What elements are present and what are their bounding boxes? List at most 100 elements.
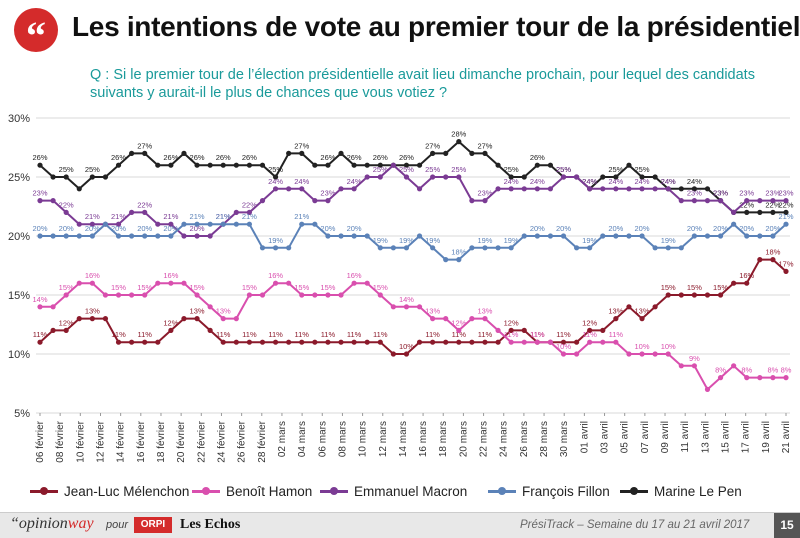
data-point (181, 280, 187, 286)
data-point (338, 150, 344, 156)
data-label: 21% (163, 212, 178, 221)
data-point (207, 304, 213, 310)
data-label: 22% (59, 200, 74, 209)
footer-pour: pour (106, 519, 129, 531)
data-point (102, 316, 109, 322)
data-point (652, 186, 658, 192)
data-point (560, 351, 567, 357)
data-point (717, 198, 724, 204)
data-label: 11% (373, 330, 388, 339)
data-point (338, 292, 344, 298)
data-point (115, 339, 122, 345)
data-point (652, 245, 658, 251)
lesechos-logo: Les Echos (180, 517, 241, 532)
data-point (194, 292, 200, 298)
data-point (312, 292, 318, 298)
data-label: 19% (477, 236, 492, 245)
data-point (325, 339, 331, 345)
data-label: 12% (163, 318, 178, 327)
data-point (678, 245, 684, 251)
data-point (207, 327, 213, 333)
data-label: 11% (268, 330, 283, 339)
data-point (534, 233, 540, 239)
data-point (259, 339, 266, 345)
data-label: 15% (294, 283, 309, 292)
data-label: 20% (687, 224, 702, 233)
data-point (377, 162, 383, 168)
data-point (678, 186, 684, 192)
series-line (40, 163, 786, 237)
x-tick-label: 24 février (216, 420, 227, 462)
data-label: 26% (530, 153, 545, 162)
data-point (547, 339, 554, 345)
data-label: 8% (767, 366, 778, 375)
data-point (691, 363, 697, 369)
data-point (207, 162, 213, 168)
x-tick-label: 09 avril (660, 421, 671, 453)
data-point (626, 233, 632, 239)
data-label: 26% (347, 153, 362, 162)
page-title: Les intentions de vote au premier tour d… (72, 11, 800, 42)
data-point (430, 150, 436, 156)
data-point (351, 339, 357, 345)
data-point (168, 221, 174, 227)
x-tick-label: 22 mars (479, 421, 490, 457)
data-point (181, 221, 187, 227)
data-point (168, 327, 174, 333)
data-point (312, 339, 318, 345)
data-point (63, 209, 69, 215)
data-label: 22% (765, 200, 780, 209)
data-point (312, 198, 318, 204)
data-point (194, 316, 200, 322)
data-point (744, 198, 750, 204)
data-point (456, 174, 462, 180)
data-label: 26% (373, 153, 388, 162)
data-point (717, 375, 724, 381)
data-label: 12% (59, 318, 74, 327)
data-label: 20% (739, 224, 754, 233)
data-point (246, 209, 253, 215)
data-point (377, 339, 383, 345)
data-point (115, 221, 122, 227)
data-point (534, 162, 540, 168)
data-point (246, 221, 253, 227)
data-label: 8% (741, 366, 752, 375)
data-point (416, 233, 423, 239)
data-point (757, 233, 763, 239)
data-point (207, 233, 213, 239)
data-label: 26% (399, 153, 414, 162)
data-point (430, 339, 436, 345)
data-label: 20% (59, 224, 74, 233)
x-tick-label: 17 avril (741, 421, 752, 453)
data-point (155, 233, 161, 239)
data-label: 27% (477, 141, 492, 150)
data-point (76, 280, 82, 286)
data-point (704, 233, 711, 239)
data-point (639, 233, 645, 239)
data-point (299, 186, 305, 192)
data-label: 24% (661, 177, 676, 186)
data-label: 15% (242, 283, 257, 292)
chart-legend: Jean-Luc Mélenchon Benoît Hamon Emmanuel M… (0, 484, 800, 504)
line-chart: 5% 10% 15% 20% 25% 30% 06 février 08 février 10 … (8, 113, 794, 463)
page-number: 15 (774, 513, 800, 538)
data-label: 23% (713, 189, 728, 198)
data-point (155, 280, 161, 286)
data-point (63, 233, 69, 239)
footer-bar: “opinionway pour ORPI Les Echos PrésiTra… (0, 512, 800, 538)
data-point (220, 162, 226, 168)
data-point (338, 339, 344, 345)
data-label: 27% (425, 141, 440, 150)
data-label: 26% (190, 153, 205, 162)
data-point (704, 292, 711, 298)
data-label: 24% (504, 177, 519, 186)
data-point (691, 186, 697, 192)
data-label: 11% (556, 330, 571, 339)
data-point (744, 209, 750, 215)
data-point (495, 186, 501, 192)
data-label: 21% (111, 212, 126, 221)
y-tick-label: 15% (8, 290, 30, 302)
data-point (600, 339, 606, 345)
data-point (76, 186, 82, 192)
data-point (508, 245, 514, 251)
